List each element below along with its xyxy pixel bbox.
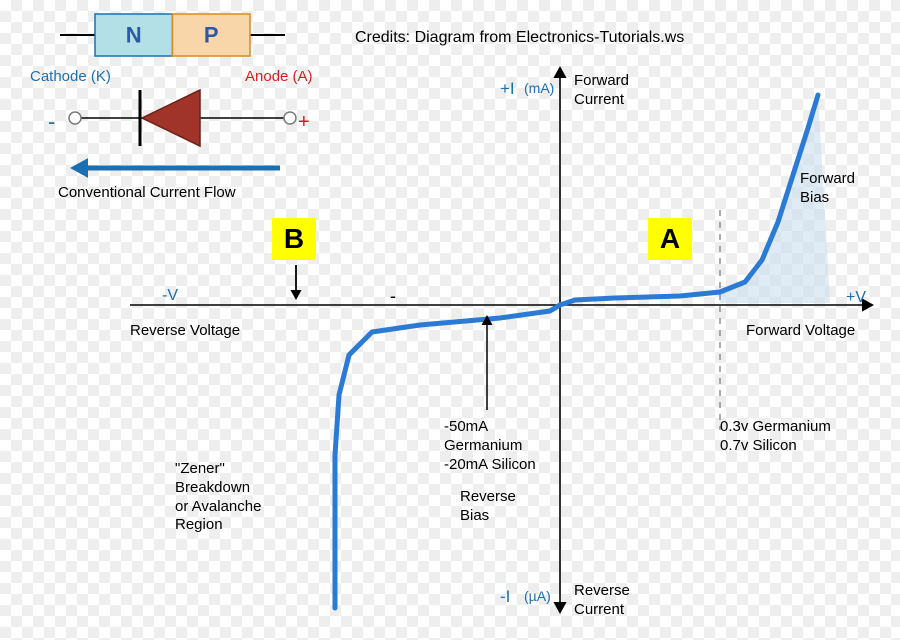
plus-v-label: +V <box>846 288 866 308</box>
cathode-label: Cathode (K) <box>30 68 111 87</box>
reverse-current-label: Reverse Current <box>574 582 630 620</box>
marker-b: B <box>272 218 316 260</box>
svg-text:N: N <box>126 23 142 48</box>
svg-layer: NP <box>0 0 900 640</box>
knee-values-label: 0.3v Germanium 0.7v Silicon <box>720 418 831 456</box>
minus-sign: - <box>48 108 55 136</box>
forward-bias-label: Forward Bias <box>800 170 855 208</box>
reverse-voltage-label: Reverse Voltage <box>130 322 240 341</box>
minus-v-label: -V <box>162 286 178 306</box>
diagram-root: NP Credits: Diagram from Electronics-Tut… <box>0 0 900 640</box>
stray-dash: - <box>390 285 396 308</box>
ua-unit: (µA) <box>524 588 551 606</box>
zener-region-label: "Zener" Breakdown or Avalanche Region <box>175 460 261 535</box>
plus-i-label: +I <box>500 78 515 99</box>
forward-voltage-label: Forward Voltage <box>746 322 855 341</box>
leakage-values-label: -50mA Germanium -20mA Silicon <box>444 418 536 474</box>
ma-unit: (mA) <box>524 80 554 98</box>
credits-text: Credits: Diagram from Electronics-Tutori… <box>355 28 684 48</box>
forward-current-label: Forward Current <box>574 72 629 110</box>
reverse-bias-label: Reverse Bias <box>460 488 516 526</box>
current-flow-label: Conventional Current Flow <box>58 184 236 203</box>
svg-text:P: P <box>204 23 219 48</box>
marker-a: A <box>648 218 692 260</box>
minus-i-label: -I <box>500 586 510 607</box>
anode-label: Anode (A) <box>245 68 313 87</box>
plus-sign: + <box>298 110 310 135</box>
